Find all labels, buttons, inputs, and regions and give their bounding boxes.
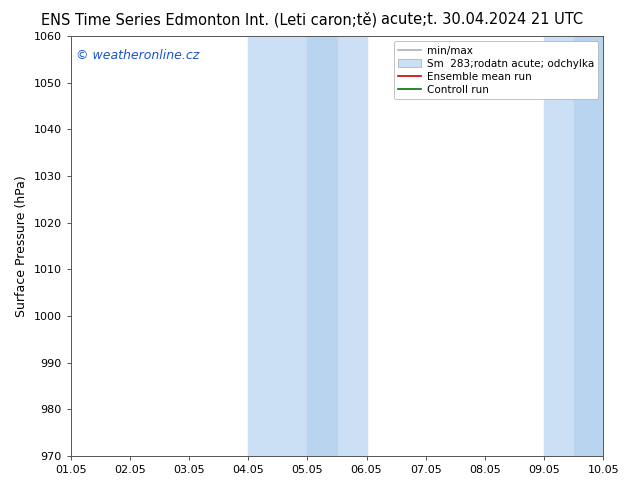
Legend: min/max, Sm  283;rodatn acute; odchylka, Ensemble mean run, Controll run: min/max, Sm 283;rodatn acute; odchylka, … xyxy=(394,41,598,99)
Text: © weatheronline.cz: © weatheronline.cz xyxy=(76,49,199,62)
Text: ENS Time Series Edmonton Int. (Leti caron;tě): ENS Time Series Edmonton Int. (Leti caro… xyxy=(41,12,377,28)
Bar xyxy=(248,36,366,456)
Bar xyxy=(307,36,337,456)
Bar xyxy=(574,36,603,456)
Text: acute;t. 30.04.2024 21 UTC: acute;t. 30.04.2024 21 UTC xyxy=(381,12,583,27)
Bar xyxy=(544,36,603,456)
Y-axis label: Surface Pressure (hPa): Surface Pressure (hPa) xyxy=(15,175,28,317)
